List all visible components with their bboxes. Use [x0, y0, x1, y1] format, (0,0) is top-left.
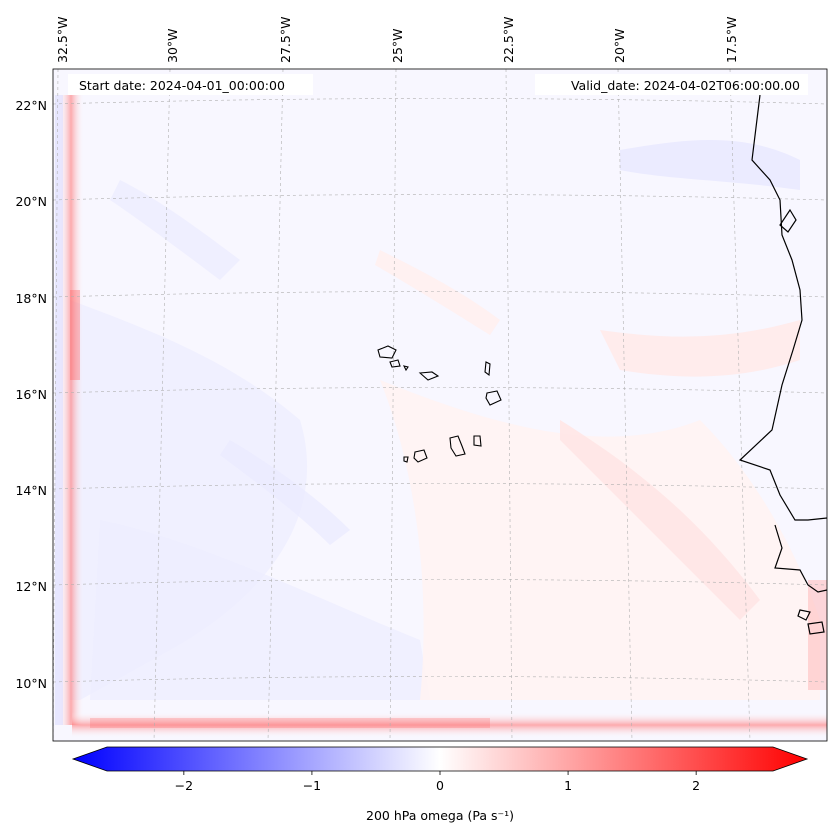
colorbar-tick-label: −2: [175, 778, 193, 793]
island-santiago: [449, 435, 466, 457]
lon-label: 27.5°W: [278, 17, 293, 63]
gridline-lat: [53, 98, 827, 105]
start-label-box: [68, 74, 313, 95]
start-date-label: Start date: 2024-04-01_00:00:00: [79, 78, 285, 93]
coastlines: [738, 94, 827, 635]
colorbar-tick-label: −1: [303, 778, 321, 793]
island-brava: [403, 456, 409, 463]
gridline-lon: [153, 69, 171, 741]
gridline-lat: [53, 483, 827, 490]
lon-label: 30°W: [165, 28, 180, 63]
coastal-islands: [807, 621, 825, 635]
cape-verde-islands: [377, 345, 502, 463]
map-frame: [52, 68, 828, 742]
gridline-lat: [53, 291, 827, 298]
colorbar-tick-label: 2: [692, 778, 700, 793]
colorbar-ticks: −2 −1 0 1 2: [175, 771, 700, 793]
omega-field: [53, 69, 827, 741]
lon-label: 25°W: [390, 28, 405, 63]
coastal-islands: [797, 609, 811, 621]
lon-label: 17.5°W: [724, 17, 739, 63]
coastal-islands: [779, 208, 797, 233]
gridline-lat: [53, 579, 827, 586]
lat-label: 14°N: [15, 483, 47, 498]
lat-tick-labels: 22°N 20°N 18°N 16°N 14°N 12°N 10°N: [15, 98, 47, 691]
colorbar-tick-label: 0: [436, 778, 444, 793]
lon-label: 22.5°W: [501, 17, 516, 63]
gridline-lon: [389, 69, 397, 741]
lon-label: 20°W: [612, 28, 627, 63]
gridline-lon: [617, 69, 633, 741]
gridline-lat: [53, 387, 827, 394]
lon-tick-labels: 32.5°W 30°W 27.5°W 25°W 22.5°W 20°W 17.5…: [55, 17, 739, 63]
africa-coastline-south: [774, 524, 827, 593]
colorbar-label: 200 hPa omega (Pa s⁻¹): [366, 808, 514, 823]
africa-coastline: [738, 94, 827, 521]
island-sao-nicolau: [418, 371, 440, 381]
gridline-lon: [729, 69, 751, 741]
colorbar-tick-label: 1: [564, 778, 572, 793]
island-santo-antao: [377, 345, 397, 359]
gridline-lon: [505, 69, 513, 741]
island-fogo: [413, 449, 428, 463]
gridline-lon: [53, 69, 59, 741]
gridline-lon: [267, 69, 284, 741]
lat-label: 10°N: [15, 676, 47, 691]
lat-label: 20°N: [15, 194, 47, 209]
colorbar: −2 −1 0 1 2 200 hPa omega (Pa s⁻¹): [71, 746, 809, 823]
valid-date-label: Valid_date: 2024-04-02T06:00:00.00: [571, 78, 800, 93]
gridline-lat: [53, 676, 827, 683]
valid-label-box: [535, 74, 808, 95]
lat-label: 22°N: [15, 98, 47, 113]
lon-label: 32.5°W: [55, 17, 70, 63]
gridline-lat: [53, 194, 827, 201]
island-santa-luzia: [402, 365, 409, 372]
island-boa-vista: [485, 390, 502, 406]
island-maio: [473, 435, 482, 447]
colorbar-body: [71, 746, 809, 772]
lat-label: 16°N: [15, 387, 47, 402]
lat-label: 18°N: [15, 291, 47, 306]
island-sao-vicente: [389, 359, 401, 368]
lat-label: 12°N: [15, 579, 47, 594]
island-sal: [484, 361, 491, 377]
gridlines: [53, 69, 827, 741]
